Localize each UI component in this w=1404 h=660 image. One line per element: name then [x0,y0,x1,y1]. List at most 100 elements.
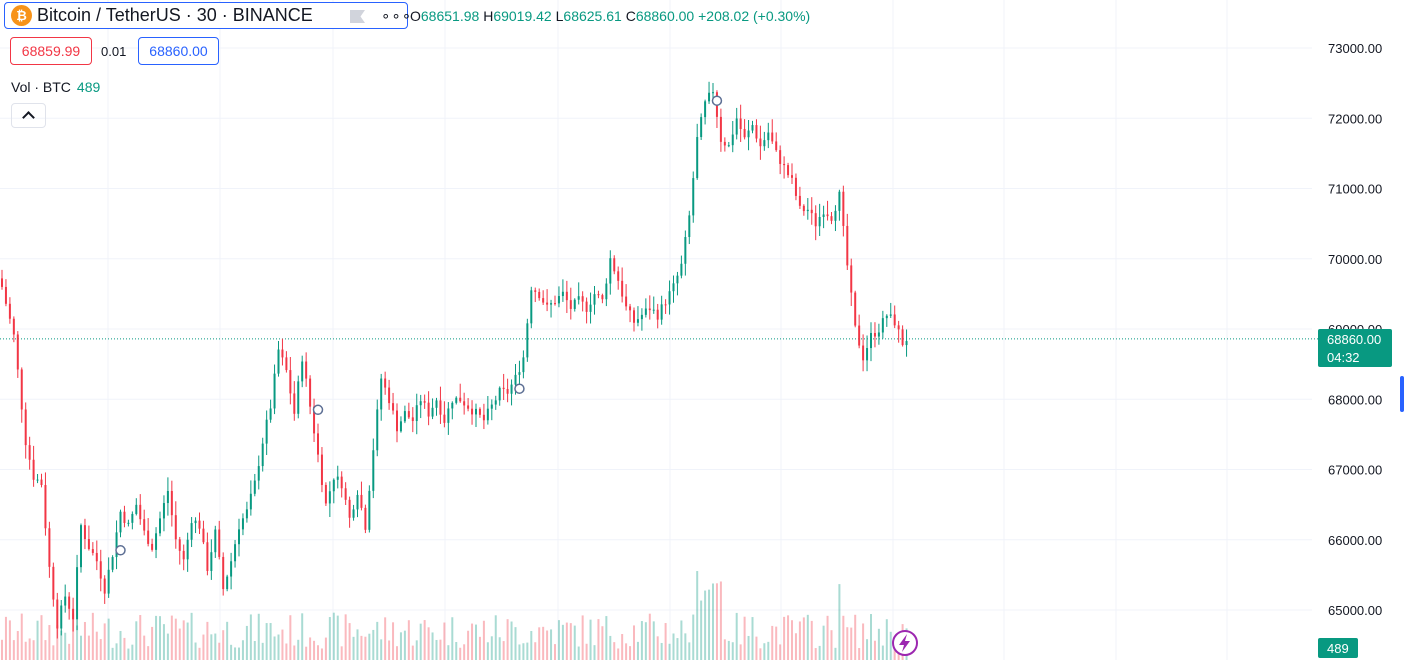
volume-bar [656,636,659,660]
candle-body [344,488,347,500]
candle-body [569,300,572,309]
volume-bar [313,640,316,660]
candle-body [392,403,395,411]
volume-bar [605,616,608,660]
candle-body [178,539,181,551]
candle-body [12,318,15,335]
volume-bar [704,590,707,660]
volume-bar [76,625,79,660]
candle-body [451,402,454,409]
candle-body [328,491,331,504]
volume-bar [423,620,426,660]
candle-body [24,409,27,446]
volume-bar [24,641,27,660]
candle-body [739,118,742,130]
candle-body [111,557,114,570]
volume-bar [12,640,15,660]
volume-bar [241,640,244,660]
volume-bar [317,645,319,660]
candle-body [320,454,323,485]
candle-body [411,417,414,422]
symbol-title-box[interactable]: ₿ Bitcoin / TetherUS · 30 · BINANCE ∘∘∘ [4,2,411,29]
volume-bar [455,642,458,660]
y-tick-label: 67000.00 [1328,463,1382,478]
volume-bar [633,625,635,660]
volume-bar [143,635,146,660]
scrollbar-handle[interactable] [1400,376,1404,412]
candle-body [676,275,679,284]
buy-button[interactable]: 68860.00 [138,37,219,65]
candle-body [723,141,726,146]
more-options-icon[interactable]: ∘∘∘ [381,8,413,25]
volume-bar [550,629,553,660]
volume-bar [518,644,521,660]
volume-bar [273,636,276,660]
flag-icon[interactable] [350,10,365,23]
volume-bar [72,613,75,660]
volume-bar [245,625,248,660]
volume-bar [838,584,841,660]
volume-bar [372,629,375,660]
volume-bar [40,615,43,660]
volume-bar [60,630,63,660]
lightning-icon[interactable] [892,630,918,656]
volume-bar [538,627,541,660]
candle-body [431,407,434,417]
volume-bar [356,629,359,660]
candle-body [471,408,474,415]
volume-bar [467,630,470,660]
volume-bar [534,642,537,660]
candle-body [368,490,371,530]
candle-body [609,258,612,284]
volume-bar [751,617,754,660]
volume-bar [708,589,711,660]
volume-bar [166,633,169,660]
candle-body [581,296,584,302]
candle-body [862,345,865,361]
volume-bar [577,646,580,660]
last-price-tag: 68860.00 04:32 [1318,329,1392,367]
volume-bar [439,639,442,660]
candle-body [56,599,59,629]
candle-body [210,552,213,571]
volume-bar [87,635,90,660]
candle-body [518,372,521,375]
candle-body [198,520,201,529]
candle-body [107,569,110,594]
volume-bar [581,615,584,660]
candle-body [28,445,31,460]
candle-body [8,303,11,319]
candle-body [534,290,537,292]
volume-bar [542,626,545,660]
volume-bar [170,615,173,660]
candle-body [506,388,509,394]
candle-body [889,314,892,316]
candle-body [147,530,150,544]
candle-body [613,258,616,272]
candle-body [557,296,560,304]
candle-body [597,294,600,296]
volume-bar [368,633,371,660]
volume-bar [735,612,738,660]
y-tick-label: 66000.00 [1328,533,1382,548]
volume-bar [644,622,647,660]
volume-bar [194,642,197,660]
volume-bar [68,643,71,660]
candle-body [530,290,533,324]
candle-body [854,292,857,326]
volume-bar [238,647,240,660]
candle-body [846,225,849,266]
candle-body [135,504,138,514]
candle-body [633,310,635,323]
volume-bar [376,621,379,660]
event-marker-icon [711,95,723,106]
volume-bar [305,646,308,660]
sell-button[interactable]: 68859.99 [10,37,92,65]
volume-bar [889,631,892,660]
symbol-title: Bitcoin / TetherUS · 30 · BINANCE [37,5,313,25]
candle-body [783,163,786,166]
collapse-legend-button[interactable] [11,103,46,128]
volume-bar [755,636,758,660]
candle-body [20,369,23,410]
